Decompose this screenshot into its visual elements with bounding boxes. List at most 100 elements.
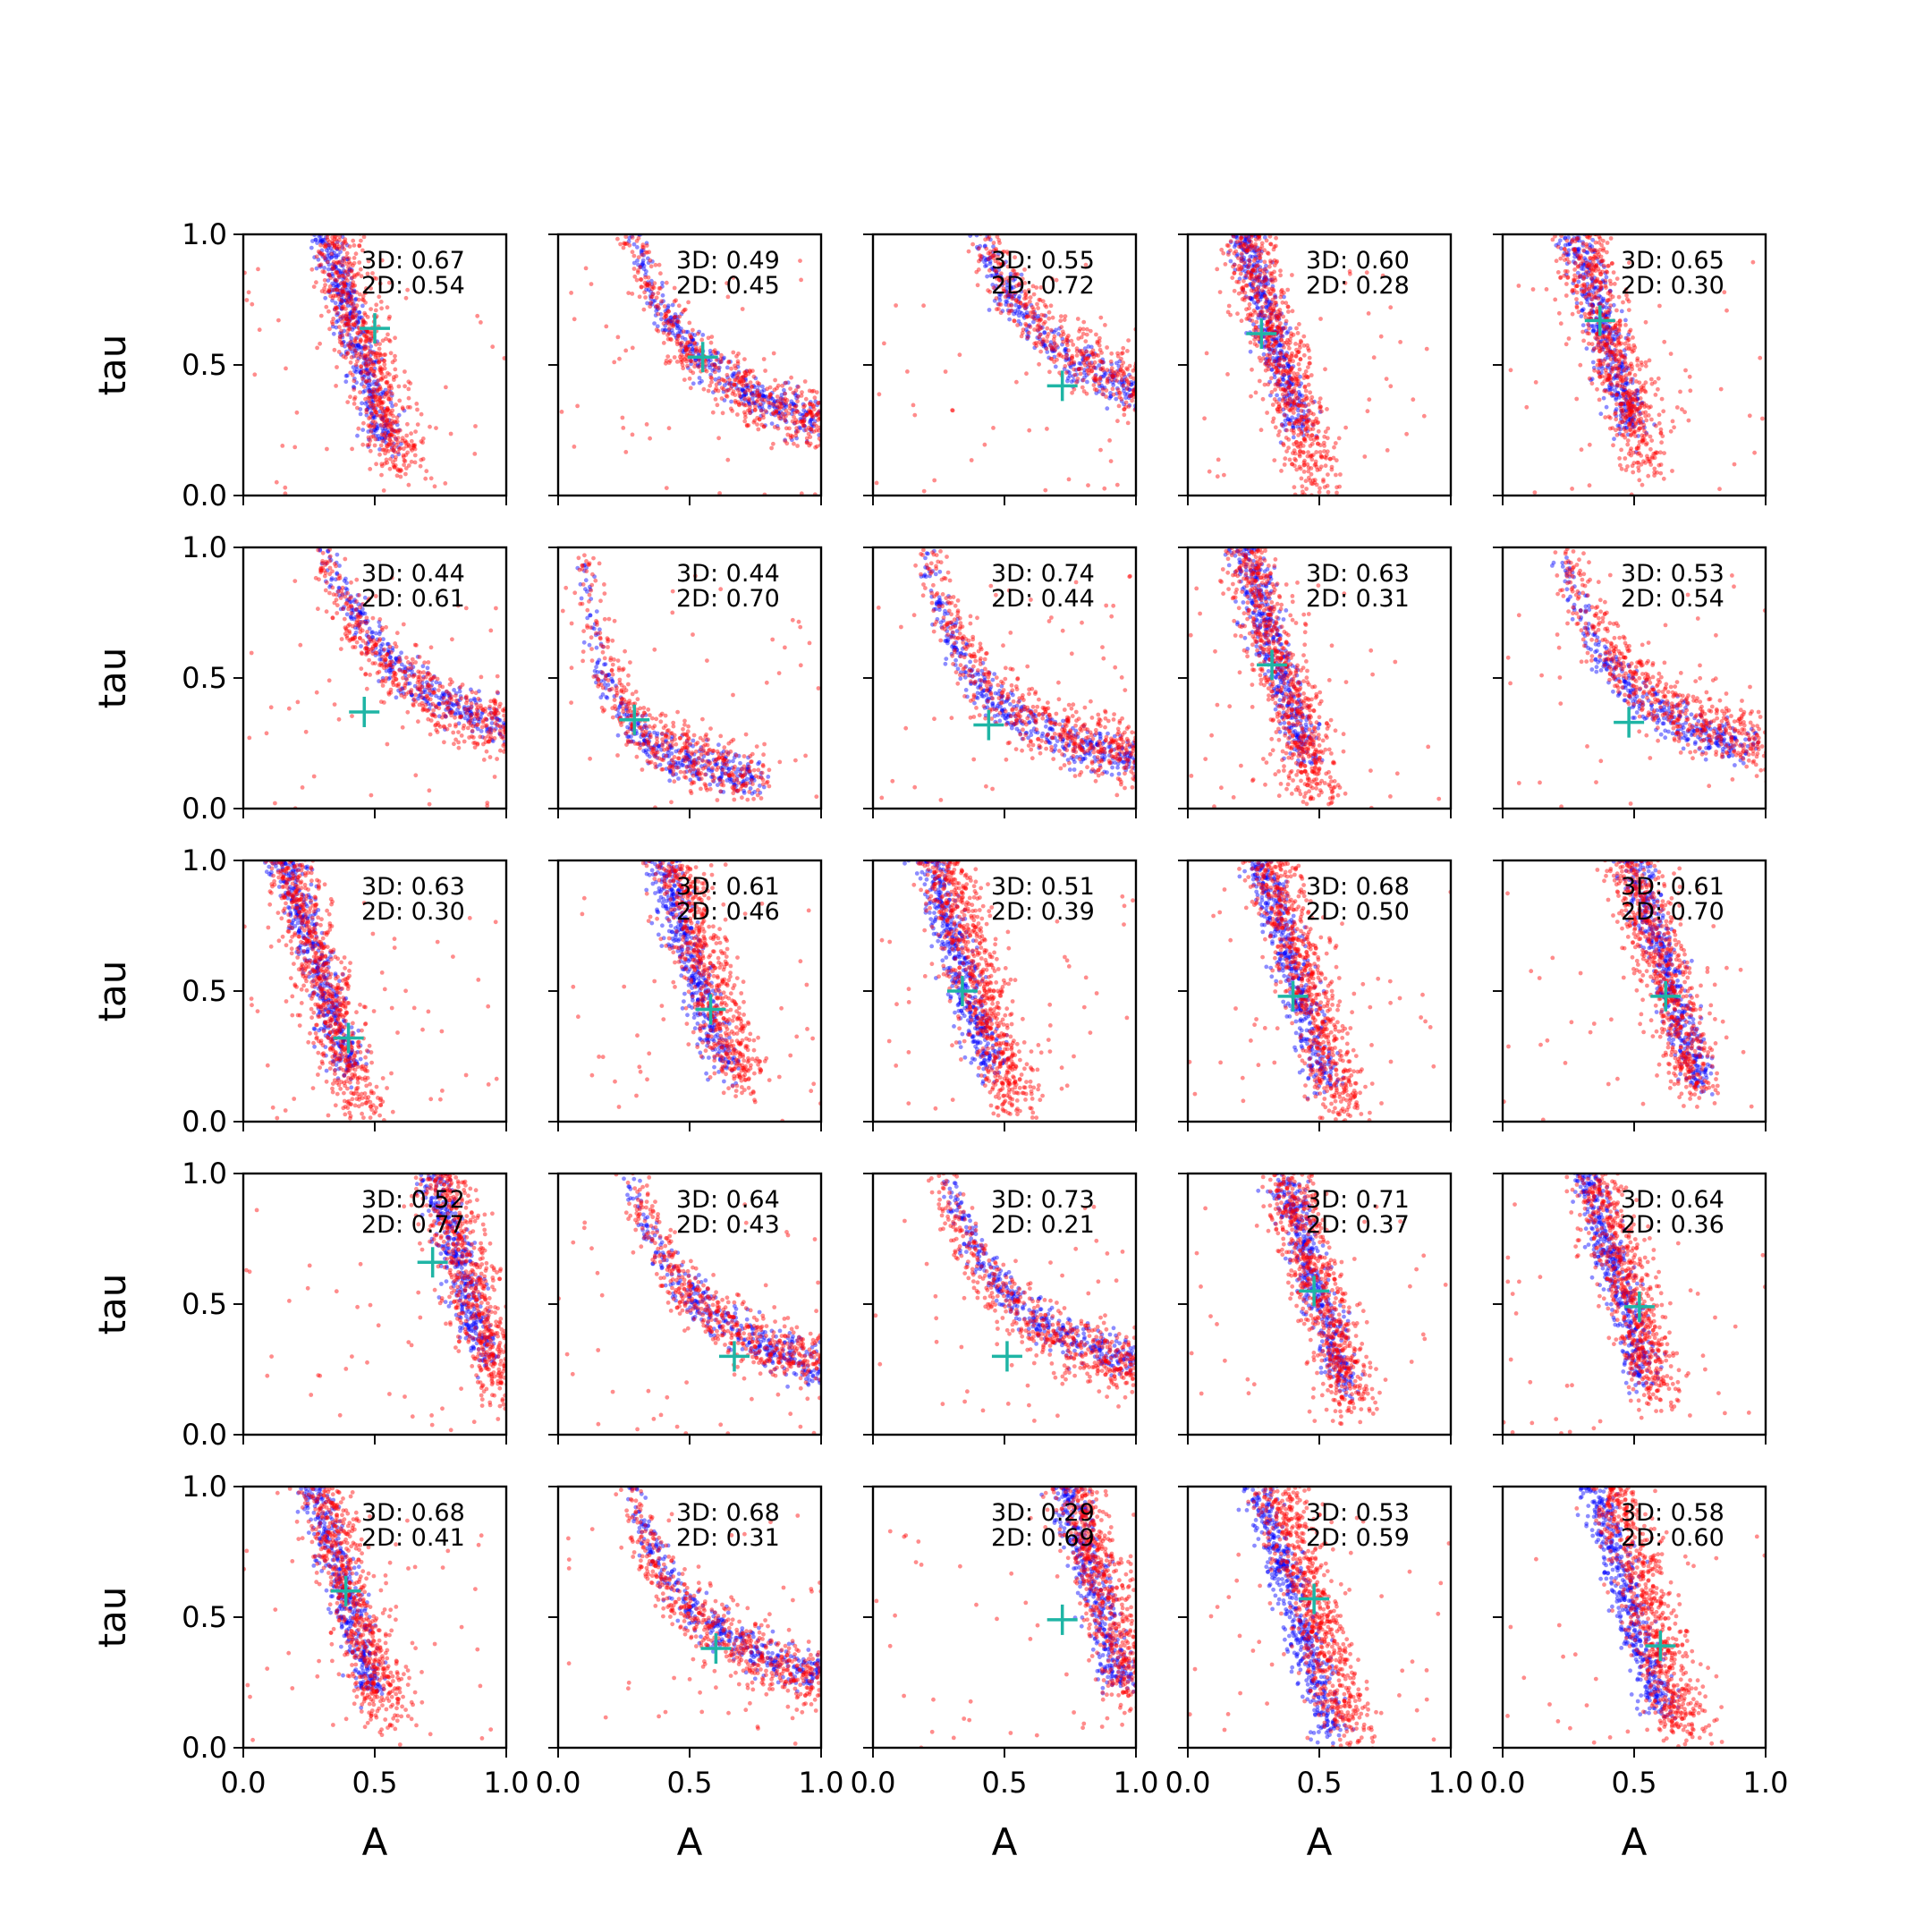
point-series-b [336,197,341,201]
point-series-b [1141,408,1146,412]
point-series-b [407,483,411,487]
point-series-b [1059,325,1063,329]
point-series-b [327,226,332,231]
point-series-b [733,393,738,397]
point-series-a [352,369,357,373]
point-series-b [329,216,334,221]
point-series-b [312,202,317,207]
point-series-a [1219,159,1224,164]
point-series-b [971,176,976,181]
point-series-a [1182,413,1187,418]
point-series-a [600,133,605,138]
point-series-b [799,278,803,283]
point-series-b [616,136,621,140]
point-series-b [832,398,836,402]
point-series-b [936,122,940,126]
point-series-a [837,428,842,433]
point-series-b [607,139,612,143]
point-series-b [716,402,720,407]
point-series-b [1288,422,1292,427]
point-series-b [642,308,647,312]
point-series-b [1200,400,1205,404]
point-series-b [765,386,769,391]
point-series-b [1149,401,1154,405]
point-series-b [376,389,380,394]
point-series-b [391,414,395,419]
point-series-b [853,422,858,427]
point-series-a [839,398,843,402]
point-series-b [1153,392,1157,396]
point-series-b [984,224,988,228]
point-series-b [880,436,885,440]
point-series-b [444,386,448,390]
point-series-b [1207,387,1211,392]
point-series-b [382,362,386,367]
point-series-b [382,359,386,363]
point-series-a [313,206,318,210]
point-series-b [341,274,345,278]
point-series-b [986,288,990,292]
point-series-a [1166,411,1171,415]
point-series-b [360,377,365,381]
point-series-b [859,419,863,423]
point-series-a [835,421,840,426]
point-series-b [327,200,332,205]
point-series-b [622,222,626,226]
point-series-b [953,190,957,194]
point-series-b [733,383,737,387]
point-series-b [658,286,663,291]
point-series-b [1141,376,1146,380]
point-series-b [1170,378,1174,383]
point-series-a [876,431,880,436]
point-series-a [935,62,939,66]
point-series-b [643,284,648,289]
point-series-b [312,284,317,289]
point-series-a [606,128,610,132]
point-series-a [1206,395,1210,400]
point-series-b [860,422,864,427]
point-series-a [314,227,318,232]
point-series-b [1308,390,1312,394]
point-series-b [1247,226,1251,231]
point-series-a [1219,209,1224,214]
point-series-b [315,255,319,259]
point-series-a [1140,407,1144,411]
point-series-b [608,137,613,141]
point-series-b [1162,412,1166,417]
point-series-b [760,397,765,402]
point-series-a [1217,154,1222,158]
point-series-b [943,29,947,33]
point-series-b [359,239,363,243]
point-series-a [305,177,309,182]
point-series-b [1182,429,1187,434]
point-series-a [1231,180,1235,184]
point-series-a [1209,163,1214,167]
point-series-b [343,284,347,288]
point-series-a [1183,387,1188,392]
point-series-b [794,409,799,413]
point-series-a [948,134,953,139]
point-series-b [386,442,391,446]
point-series-a [1165,391,1170,395]
point-series-b [1036,328,1040,333]
point-series-b [1165,391,1169,395]
point-series-b [944,112,948,116]
point-series-b [1269,376,1274,380]
point-series-b [963,212,968,216]
point-series-b [1306,365,1310,369]
point-series-a [1198,406,1202,411]
point-series-b [340,341,344,345]
point-series-b [935,72,939,76]
point-series-a [952,156,956,160]
point-series-a [1255,305,1259,309]
point-series-a [1234,189,1239,193]
point-series-a [621,188,625,192]
point-series-b [1153,394,1157,398]
point-series-b [725,394,730,399]
point-series-b [369,449,373,453]
point-series-b [615,156,620,160]
point-series-b [1203,405,1208,410]
point-series-b [1120,377,1124,382]
point-series-b [369,332,373,336]
